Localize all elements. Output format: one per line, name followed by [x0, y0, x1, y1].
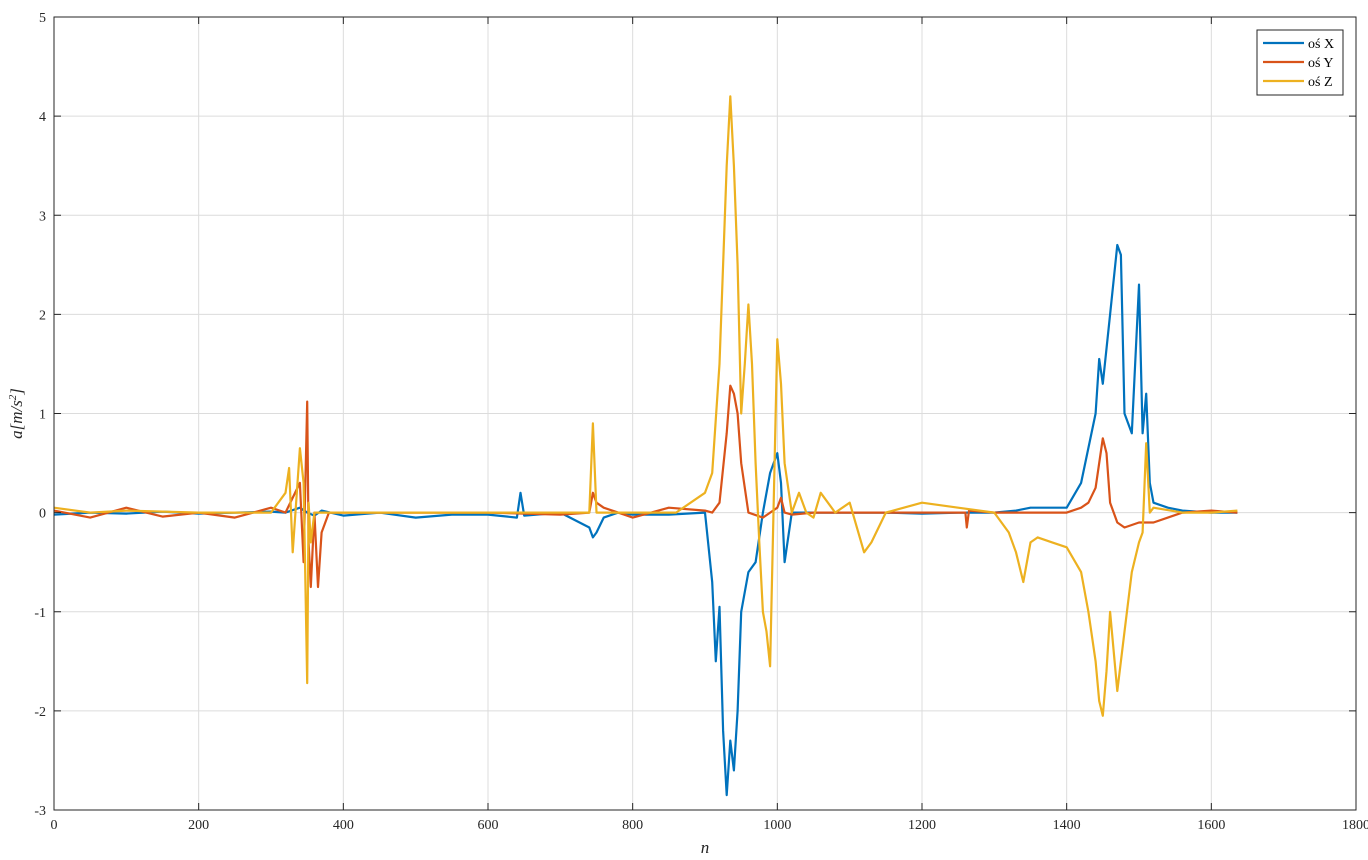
x-tick-label: 1600 [1197, 818, 1225, 833]
y-axis-label: a[m/s2] [7, 388, 26, 439]
x-axis-label: n [701, 838, 710, 857]
x-tick-label: 200 [188, 818, 209, 833]
legend: oś X oś Y oś Z [1256, 29, 1344, 96]
x-tick-label: 1800 [1342, 818, 1368, 833]
y-axis-label-close: ] [7, 388, 26, 396]
y-axis-label-main: a[m/s [7, 400, 26, 439]
y-tick-label: -2 [34, 705, 46, 720]
axis-ticks: 0 200 400 600 800 1000 1200 1400 1600 1800 -3 -2 -1 0… [34, 11, 1368, 833]
series-lines [53, 95, 1238, 797]
series-line-3 [53, 95, 1238, 717]
y-tick-label: 3 [39, 209, 46, 224]
legend-label: oś Y [1308, 56, 1334, 71]
series-line-2 [53, 384, 1238, 589]
legend-label: oś X [1308, 37, 1334, 52]
legend-label: oś Z [1308, 75, 1333, 90]
x-tick-label: 0 [51, 818, 58, 833]
y-tick-label: -3 [34, 804, 46, 819]
y-tick-label: -1 [34, 606, 46, 621]
y-axis-label-exponent: 2 [7, 394, 19, 400]
x-tick-label: 400 [333, 818, 354, 833]
x-tick-label: 600 [478, 818, 499, 833]
x-tick-label: 1400 [1053, 818, 1081, 833]
y-tick-label: 4 [39, 110, 46, 125]
y-tick-label: 1 [39, 408, 46, 423]
x-tick-label: 800 [622, 818, 643, 833]
y-tick-label: 2 [39, 308, 46, 323]
series-line-1 [53, 243, 1238, 797]
x-tick-label: 1000 [763, 818, 791, 833]
x-tick-label: 1200 [908, 818, 936, 833]
y-tick-label: 5 [39, 11, 46, 26]
y-tick-label: 0 [39, 507, 46, 522]
